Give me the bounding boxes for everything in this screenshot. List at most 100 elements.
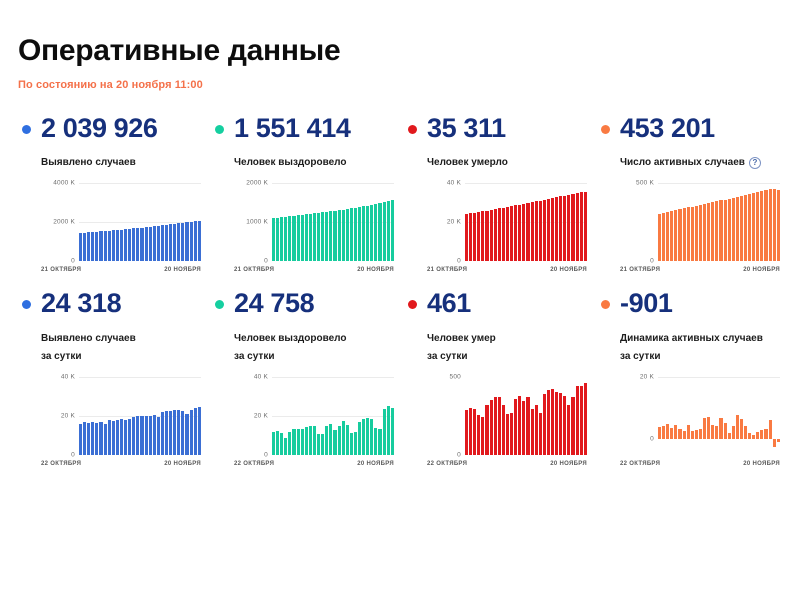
bar <box>719 377 723 455</box>
bar <box>760 190 764 261</box>
y-axis-tick-label: 2000 K <box>246 179 268 186</box>
card-label: Выявлено случаев <box>41 156 203 171</box>
y-axis-tick-label: 40 K <box>60 373 75 380</box>
bar <box>284 216 288 261</box>
bar <box>497 397 501 455</box>
help-question-icon[interactable]: ? <box>748 157 761 170</box>
bar-chart: 0 1000 K 2000 K 21 ОКТЯБРЯ 20 НОЯБРЯ <box>234 179 394 275</box>
bar <box>739 377 743 455</box>
bar <box>349 432 353 455</box>
bar <box>79 232 83 261</box>
x-axis: 22 ОКТЯБРЯ 20 НОЯБРЯ <box>41 461 201 467</box>
bar <box>349 208 353 261</box>
bar <box>136 228 140 261</box>
bar <box>312 213 317 261</box>
status-dot-icon <box>22 300 31 309</box>
bar <box>776 377 780 455</box>
gridline <box>272 221 394 223</box>
bar <box>304 426 308 455</box>
bar <box>756 191 760 261</box>
y-axis-tick-label: 1000 K <box>246 218 268 225</box>
bar <box>164 410 169 455</box>
y-axis-tick-label: 40 K <box>253 373 268 380</box>
bar <box>325 211 329 261</box>
plot-area <box>658 183 780 261</box>
bar <box>477 414 481 455</box>
bar <box>752 192 756 261</box>
bar <box>128 228 132 261</box>
bar <box>107 420 111 455</box>
plot-area <box>465 377 587 455</box>
bar <box>378 203 382 261</box>
card-header: 1 551 414 <box>215 111 396 145</box>
bar <box>181 410 185 455</box>
x-axis: 22 ОКТЯБРЯ 20 НОЯБРЯ <box>234 461 394 467</box>
bar <box>465 213 469 261</box>
bar <box>674 210 678 261</box>
bar <box>727 198 731 261</box>
bar <box>518 395 522 455</box>
bar <box>534 201 538 261</box>
bar <box>571 396 575 455</box>
bar <box>567 404 571 455</box>
x-axis-start-label: 22 ОКТЯБРЯ <box>41 460 82 467</box>
gridline <box>658 376 780 378</box>
card-label-line2: за сутки <box>427 351 468 362</box>
plot-area <box>272 377 394 455</box>
bar <box>772 377 776 455</box>
bar <box>473 212 477 261</box>
bar <box>510 412 514 455</box>
bar <box>465 409 469 455</box>
bar <box>119 418 124 455</box>
bar <box>526 202 530 261</box>
bar <box>658 377 662 455</box>
bar <box>144 227 148 261</box>
card-label-line1: Человек выздоровело <box>234 157 347 168</box>
card-label-line2: за сутки <box>620 351 661 362</box>
x-axis-start-label: 21 ОКТЯБРЯ <box>234 266 275 273</box>
bar-chart: 0 500 22 ОКТЯБРЯ 20 НОЯБРЯ <box>427 373 587 469</box>
bar <box>91 422 95 455</box>
bar <box>103 230 107 261</box>
plot-area <box>79 183 201 261</box>
bar <box>682 208 686 261</box>
bar <box>382 202 386 261</box>
bar <box>95 231 99 261</box>
bar <box>357 422 362 455</box>
bar <box>727 377 731 455</box>
bar <box>83 232 87 261</box>
y-axis: 0 20 K 40 K <box>234 373 394 458</box>
x-axis-start-label: 21 ОКТЯБРЯ <box>620 266 661 273</box>
bar <box>501 404 505 455</box>
bar <box>386 405 390 455</box>
y-axis: 0 2000 K 4000 K <box>41 179 201 264</box>
status-dot-icon <box>215 124 224 134</box>
bar <box>711 202 715 261</box>
bar <box>550 198 555 261</box>
card-value: 24 318 <box>41 288 122 318</box>
bar <box>181 222 185 261</box>
bar <box>115 229 119 261</box>
plot-area <box>465 183 587 261</box>
bar <box>485 404 489 455</box>
bar <box>542 393 546 455</box>
bar <box>473 408 477 455</box>
bar <box>132 416 136 455</box>
bar <box>345 425 349 455</box>
bar <box>164 224 169 261</box>
card-header: 2 039 926 <box>22 111 203 145</box>
bar <box>79 423 83 455</box>
x-axis-end-label: 20 НОЯБРЯ <box>357 266 394 273</box>
bar <box>140 227 144 261</box>
bar <box>555 197 559 261</box>
bar <box>366 418 370 455</box>
x-axis-start-label: 22 ОКТЯБРЯ <box>427 460 468 467</box>
x-axis-start-label: 22 ОКТЯБРЯ <box>234 460 275 467</box>
y-axis: 0 500 K <box>620 179 780 264</box>
bar <box>743 377 748 455</box>
stat-card-daily-recovered: 24 758 Человек выздоровело за сутки 0 20 K 40… <box>211 287 396 469</box>
bar <box>353 432 357 455</box>
bar <box>748 194 752 261</box>
y-axis-tick-label: 0 <box>264 257 268 264</box>
y-axis-tick-label: 0 <box>650 257 654 264</box>
